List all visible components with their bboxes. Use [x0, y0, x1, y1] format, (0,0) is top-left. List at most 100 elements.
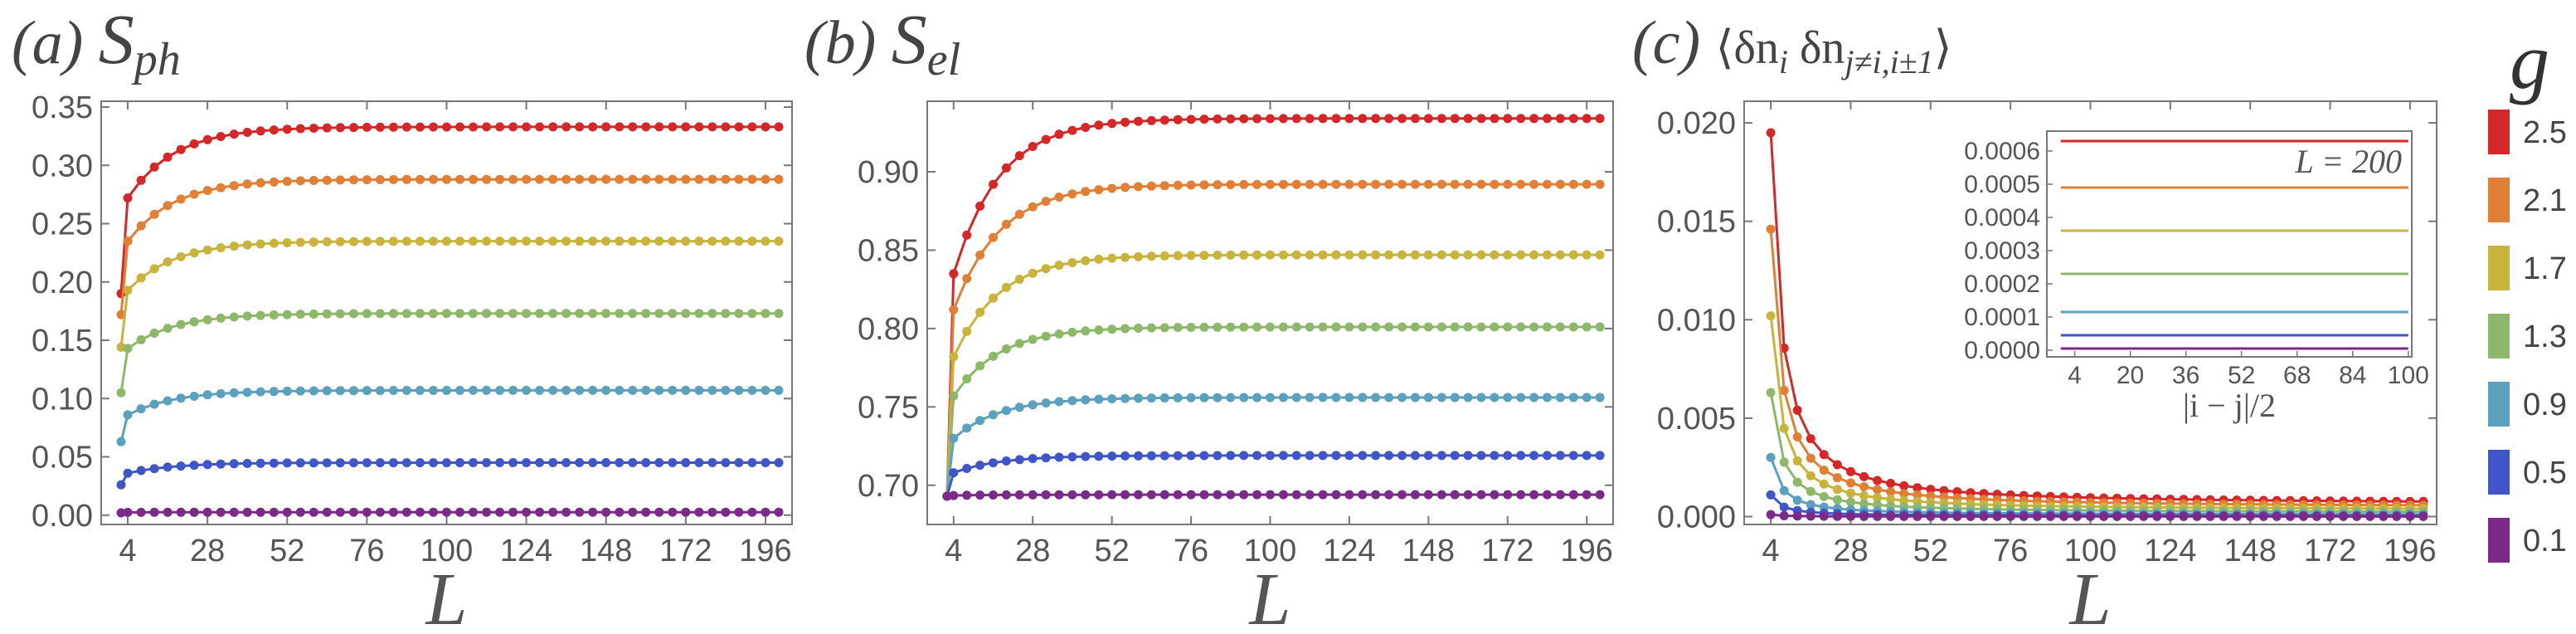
data-point-g1.7: [721, 237, 731, 246]
data-point-g0.1: [1252, 490, 1262, 500]
data-point-g0.1: [1001, 490, 1011, 500]
legend-swatch-g1.7: [2488, 246, 2510, 290]
data-point-g2.5: [681, 122, 691, 132]
data-point-g0.5: [149, 464, 159, 474]
data-point-g0.5: [1503, 451, 1513, 461]
data-point-g1.3: [335, 309, 345, 319]
data-point-g0.1: [1529, 490, 1539, 500]
data-point-g2.1: [269, 177, 279, 187]
data-point-g0.9: [1490, 393, 1499, 402]
data-point-g0.1: [335, 507, 345, 517]
data-point-g1.3: [588, 309, 598, 319]
data-point-g0.9: [116, 436, 126, 446]
data-point-g0.5: [774, 458, 784, 467]
data-point-g1.3: [322, 309, 332, 319]
data-point-g0.5: [1516, 451, 1526, 461]
data-point-g2.1: [774, 174, 784, 184]
data-point-g1.7: [1529, 250, 1539, 260]
data-point-g2.5: [522, 122, 532, 132]
data-point-g1.7: [1001, 282, 1011, 292]
data-point-g1.3: [1186, 323, 1196, 332]
data-point-g1.7: [1226, 250, 1236, 260]
data-point-g2.5: [348, 123, 358, 133]
data-point-g2.1: [1873, 485, 1883, 495]
data-point-g0.1: [1278, 490, 1288, 500]
data-point-g2.1: [548, 174, 558, 184]
data-point-g0.5: [1054, 452, 1064, 462]
data-point-g0.1: [1186, 490, 1196, 500]
data-point-g2.1: [615, 174, 625, 184]
data-point-g1.3: [1094, 325, 1104, 335]
data-point-g0.1: [535, 507, 545, 517]
data-point-g0.9: [1107, 394, 1117, 404]
data-point-g2.5: [962, 230, 972, 240]
data-point-g2.1: [295, 176, 305, 186]
data-point-g2.5: [1305, 114, 1315, 124]
data-point-g0.1: [975, 490, 985, 500]
data-point-g0.9: [189, 392, 199, 401]
data-point-g1.3: [1041, 331, 1051, 341]
data-point-g1.7: [1886, 495, 1896, 505]
data-point-g2.1: [654, 174, 664, 184]
data-point-g1.3: [1014, 339, 1024, 349]
data-point-g0.1: [1779, 511, 1789, 520]
series-line-g2.5: [945, 117, 1601, 497]
data-point-g0.1: [1081, 490, 1091, 500]
data-point-g0.9: [548, 385, 558, 395]
data-point-g2.1: [1014, 209, 1024, 219]
data-point-g0.5: [1384, 451, 1394, 461]
data-point-g2.1: [1266, 179, 1275, 189]
data-point-g0.1: [1094, 490, 1104, 500]
data-point-g2.5: [255, 126, 265, 136]
x-tick-label: 124: [1323, 534, 1375, 568]
data-point-g1.3: [136, 334, 146, 344]
data-point-g1.7: [1397, 250, 1407, 260]
data-point-g0.5: [1266, 451, 1275, 461]
data-point-g2.5: [1001, 163, 1011, 173]
data-point-g2.5: [1028, 142, 1038, 151]
data-point-g2.5: [975, 201, 985, 211]
data-point-g1.7: [575, 237, 585, 246]
data-point-g0.9: [322, 386, 332, 396]
data-point-g0.1: [2232, 511, 2242, 521]
data-point-g2.5: [495, 122, 505, 132]
data-point-g1.3: [1278, 322, 1288, 332]
data-point-g1.7: [322, 237, 332, 246]
data-point-g0.5: [1001, 456, 1011, 466]
data-point-g2.5: [1886, 479, 1896, 488]
data-point-g0.5: [681, 458, 691, 467]
data-point-g1.3: [1555, 322, 1565, 332]
data-point-g1.7: [1846, 488, 1855, 498]
data-point-g0.5: [962, 464, 972, 473]
data-point-g2.1: [1450, 179, 1460, 189]
data-point-g1.7: [535, 237, 545, 246]
data-point-g2.5: [668, 122, 678, 132]
data-point-g0.1: [1806, 511, 1815, 521]
data-point-g2.1: [1001, 219, 1011, 229]
data-point-g1.3: [401, 309, 411, 319]
data-point-g0.9: [1001, 406, 1011, 416]
data-point-g1.3: [1846, 497, 1855, 507]
data-point-g2.5: [1792, 405, 1802, 415]
data-point-g0.9: [1397, 393, 1407, 402]
data-point-g1.3: [615, 309, 625, 319]
data-point-g0.5: [255, 458, 265, 468]
data-point-g1.3: [202, 315, 212, 324]
data-point-g1.3: [455, 309, 464, 319]
data-point-g0.1: [2179, 511, 2189, 521]
data-point-g2.1: [1397, 179, 1407, 189]
data-point-g2.1: [535, 174, 545, 184]
data-point-g2.5: [242, 128, 252, 137]
data-point-g2.5: [216, 132, 226, 141]
data-point-g1.3: [1291, 322, 1301, 332]
data-point-g0.1: [601, 507, 611, 517]
data-point-g2.5: [1819, 450, 1829, 460]
data-point-g0.9: [202, 390, 212, 400]
data-point-g1.3: [1832, 495, 1842, 505]
data-point-g0.1: [1397, 490, 1407, 500]
data-point-g2.1: [761, 174, 770, 184]
data-point-g0.1: [2152, 511, 2162, 521]
data-point-g2.1: [282, 177, 292, 186]
x-tick-label: 196: [739, 534, 791, 568]
data-point-g0.5: [136, 466, 146, 476]
